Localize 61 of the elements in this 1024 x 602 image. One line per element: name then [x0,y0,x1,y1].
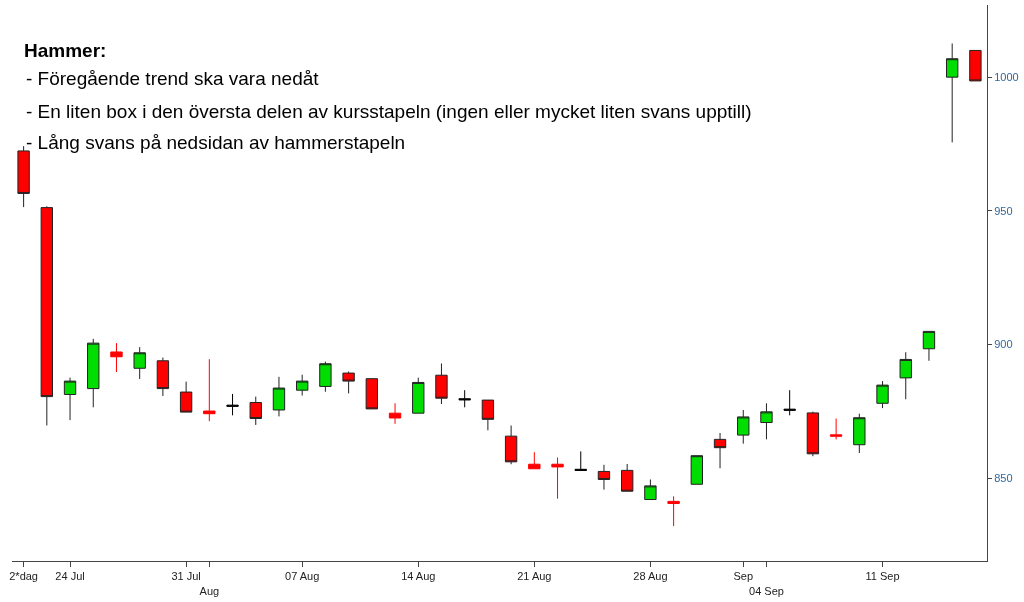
candlestick [63,377,77,421]
candlestick [458,389,471,408]
candlestick [249,396,262,426]
candlestick [40,205,54,426]
y-tick-label: 950 [994,204,1013,217]
annotation: - Lång svans på nedsidan av hammerstapeln [26,132,406,153]
x-tick-label: Aug [199,584,220,597]
x-tick-label: Sep [733,570,754,583]
candlestick [17,145,30,208]
candlestick [226,393,239,416]
candlestick [969,49,982,82]
candlestick [922,330,936,362]
x-tick-label: 24 Jul [55,570,85,583]
candlestick [876,380,889,409]
candlestick [853,413,866,454]
x-tick-label: 04 Sep [749,584,784,597]
candlestick [574,450,587,471]
candlestick [644,478,657,501]
x-tick-label: 14 Aug [401,570,436,583]
candlestick [272,376,286,417]
candlestick [110,342,123,373]
candlestick [133,346,146,380]
candlestick [806,411,820,457]
candlestick [597,464,611,491]
candlestick [295,374,309,397]
x-tick-label: 2*dag [9,570,38,583]
y-tick-label: 1000 [994,71,1019,84]
candlestick [388,402,402,425]
x-tick-label: 31 Jul [171,570,201,583]
candlestick [504,424,518,465]
candlestick [412,377,425,414]
candlestick [365,378,379,410]
candlestick [620,463,634,492]
candlestick [783,389,796,416]
candlestick [203,358,216,422]
y-tick-label: 850 [994,471,1013,484]
candlestick [319,361,332,393]
candlestick [156,357,170,397]
candlestick [551,457,564,500]
candlestick [760,402,773,440]
candlestick [435,362,448,405]
x-tick-label: 11 Sep [865,570,900,583]
annotation: - En liten box i den översta delen av kursstapeln (ingen eller mycket liten svans upptill) [26,101,752,122]
candlestick [667,495,680,527]
candlestick [713,432,727,469]
x-tick-label: 28 Aug [633,570,668,583]
text: Hammer: [24,39,107,61]
candlestick [87,338,100,408]
x-tick-label: 07 Aug [285,570,320,583]
candlestick [342,370,355,394]
candlestick [945,42,959,143]
x-tick-label: 21 Aug [517,570,552,583]
candlestick [179,381,193,413]
candlestick [481,399,495,431]
candlestick [528,451,541,470]
candlestick [690,455,704,485]
candlestick [829,418,843,440]
annotation: - Föregående trend ska vara nedåt [26,68,320,89]
candlestick [737,409,750,445]
y-tick-label: 900 [994,338,1013,351]
candlestick [899,351,912,400]
